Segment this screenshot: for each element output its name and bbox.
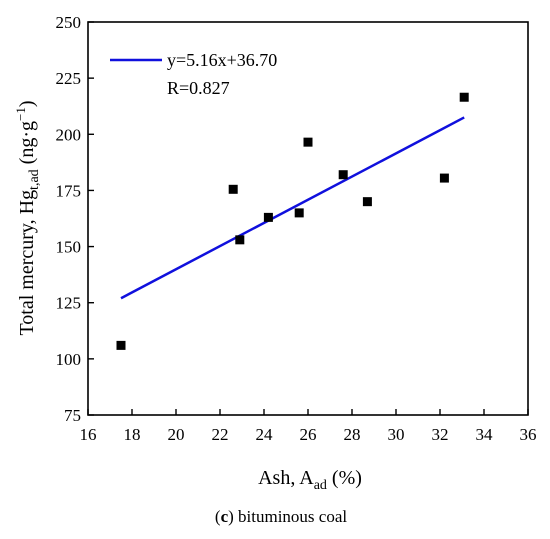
data-point xyxy=(303,137,313,147)
caption-letter: c xyxy=(221,507,229,526)
x-tick-label: 18 xyxy=(124,425,141,444)
data-point xyxy=(362,197,372,207)
legend-fit-label: y=5.16x+36.70 xyxy=(167,50,277,70)
caption-text: bituminous coal xyxy=(234,507,348,526)
x-tick-label: 22 xyxy=(212,425,229,444)
fit-line xyxy=(120,116,465,300)
x-tick-label: 30 xyxy=(388,425,405,444)
data-point xyxy=(235,235,245,245)
x-axis-title-main: Ash, A xyxy=(258,467,314,489)
y-axis-title-unit-open: (ng·g xyxy=(16,121,38,169)
x-tick-label: 24 xyxy=(256,425,274,444)
legend-r-label: R=0.827 xyxy=(167,78,230,98)
y-tick-label: 200 xyxy=(56,125,82,144)
y-axis-title-unit-close: ) xyxy=(16,100,38,107)
data-point xyxy=(228,184,238,194)
y-tick-label: 125 xyxy=(56,294,82,313)
x-tick-label: 26 xyxy=(300,425,317,444)
y-axis-title-sub: t,ad xyxy=(27,169,42,190)
fit-line-group xyxy=(120,116,465,300)
x-axis-title: Ash, Aad (%) xyxy=(258,467,362,493)
axis-ticks: 16 18 20 22 24 26 28 30 32 34 36 75 100 125 150 175 200 2… xyxy=(56,13,537,444)
data-point xyxy=(459,92,469,102)
x-tick-label: 20 xyxy=(168,425,185,444)
figure-caption: (c) bituminous coal xyxy=(215,507,347,526)
legend: y=5.16x+36.70 R=0.827 xyxy=(110,50,277,98)
y-axis-title-unit-sup: −1 xyxy=(13,107,28,121)
y-tick-label: 175 xyxy=(56,181,82,200)
data-points xyxy=(116,92,469,350)
data-point xyxy=(294,208,304,218)
plot-frame xyxy=(87,21,529,416)
y-axis-title-main: Total mercury, Hg xyxy=(16,190,38,336)
x-tick-label: 34 xyxy=(476,425,494,444)
data-point xyxy=(338,170,348,180)
y-tick-label: 250 xyxy=(56,13,82,32)
y-tick-label: 100 xyxy=(56,350,82,369)
x-axis-title-tail: (%) xyxy=(327,467,362,489)
x-tick-label: 36 xyxy=(520,425,537,444)
y-tick-label: 150 xyxy=(56,238,82,257)
y-tick-label: 225 xyxy=(56,69,82,88)
data-point xyxy=(116,340,126,350)
x-tick-label: 16 xyxy=(80,425,97,444)
data-point xyxy=(439,173,449,183)
x-tick-label: 28 xyxy=(344,425,361,444)
x-axis-title-sub: ad xyxy=(314,478,327,493)
y-tick-label: 75 xyxy=(64,406,81,425)
x-tick-label: 32 xyxy=(432,425,449,444)
y-axis-title: Total mercury, Hgt,ad (ng·g−1) xyxy=(13,100,42,335)
data-point xyxy=(263,212,273,222)
